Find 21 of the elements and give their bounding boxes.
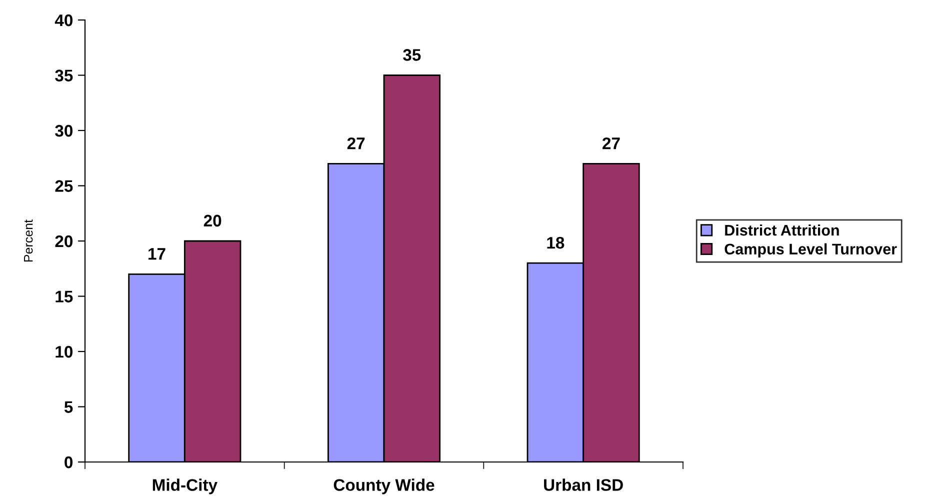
data-label: 35	[403, 49, 421, 61]
y-tick-label: 25	[55, 180, 73, 192]
y-tick-label: 40	[54, 14, 73, 26]
y-tick-label: 10	[56, 346, 73, 358]
x-tick-label: County Wide	[334, 478, 434, 494]
legend-label: Campus Level Turnover	[724, 243, 897, 258]
data-label: 27	[602, 137, 620, 150]
y-tick-label: 15	[56, 290, 73, 302]
y-tick-label: 35	[55, 70, 73, 82]
y-tick-label: 20	[55, 235, 73, 248]
data-label: 18	[547, 236, 564, 249]
y-tick-label: 5	[64, 401, 73, 413]
x-tick-label: Urban ISD	[544, 478, 623, 491]
legend-label: District Attrition	[725, 224, 839, 236]
y-axis-title: Percent	[24, 220, 33, 262]
data-label: 27	[347, 137, 365, 150]
y-tick-label: 30	[55, 124, 73, 137]
x-tick-label: Mid-City	[152, 478, 218, 494]
y-tick-label: 0	[64, 456, 73, 468]
data-label: 17	[148, 248, 166, 260]
data-label: 20	[204, 214, 222, 227]
